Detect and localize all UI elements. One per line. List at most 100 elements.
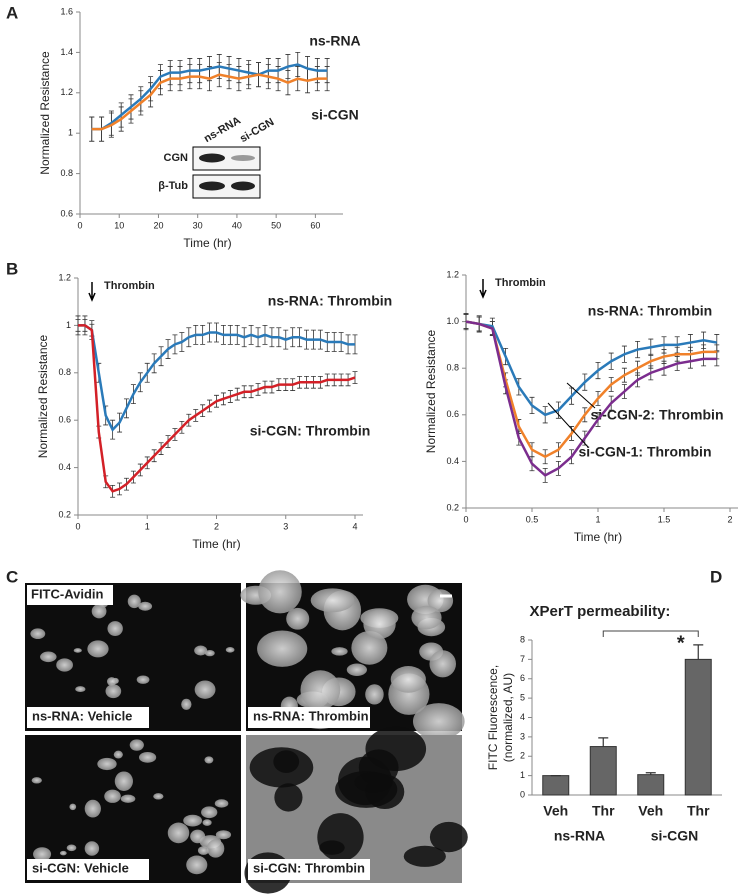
y-tick-label: 1.2 — [58, 272, 71, 282]
x-tick-label: 40 — [232, 220, 242, 230]
x-tick-label: Veh — [543, 803, 568, 819]
cell-signal — [167, 822, 190, 844]
significance-bracket — [602, 630, 699, 637]
cell-signal — [104, 789, 121, 803]
error-bar — [324, 66, 330, 92]
cell-signal — [84, 799, 101, 818]
label-box — [27, 707, 149, 728]
y-tick-label: 0.6 — [446, 409, 459, 419]
cell-signal — [138, 601, 153, 611]
micrograph-texture — [31, 739, 232, 875]
x-axis-title: Time (hr) — [192, 537, 240, 551]
x-tick-label: 0 — [75, 521, 80, 531]
label-box — [27, 859, 149, 880]
cell-signal — [310, 588, 355, 613]
x-tick-label: 1.5 — [658, 514, 671, 524]
cell-signal — [181, 698, 192, 710]
y-tick-label: 6 — [520, 673, 525, 683]
cell-signal — [186, 855, 208, 875]
y-tick-label: 0.8 — [58, 367, 71, 377]
cell-signal — [33, 847, 52, 862]
y-tick-label: 5 — [520, 693, 525, 703]
cell-signal — [249, 747, 314, 788]
cell-signal — [113, 750, 123, 759]
blot-box — [192, 146, 261, 171]
blot-band — [199, 153, 225, 163]
x-tick-label: 2 — [214, 521, 219, 531]
label-box — [248, 707, 370, 728]
series-label: si-CGN — [311, 107, 358, 123]
y-tick-label: 4 — [520, 712, 525, 722]
cell-signal — [194, 645, 208, 656]
cell-signal — [201, 806, 218, 819]
x-tick-label: 10 — [114, 220, 124, 230]
series-line — [465, 320, 717, 477]
cell-signal — [258, 570, 302, 614]
y-tick-label: 0 — [520, 789, 525, 799]
y-axis-title: Normalized Resistance — [36, 334, 50, 458]
y-tick-label: 1.2 — [60, 87, 73, 97]
y-tick-label: 1 — [520, 770, 525, 780]
cell-signal — [69, 803, 77, 811]
cell-signal — [66, 844, 77, 852]
y-tick-label: 1.2 — [446, 269, 459, 279]
cell-signal — [429, 821, 468, 853]
y-axis-title: Normalized Resistance — [38, 51, 52, 175]
cell-signal — [351, 631, 388, 665]
annotation-arrow — [479, 279, 487, 299]
y-axis-title: (normalized, AU) — [501, 673, 515, 762]
cell-signal — [75, 686, 86, 693]
x-tick-label: 2 — [727, 514, 732, 524]
bar — [684, 658, 712, 796]
error-bar — [693, 644, 704, 660]
cell-signal — [183, 814, 202, 827]
y-tick-label: 2 — [520, 751, 525, 761]
blot-band — [231, 181, 255, 191]
x-tick-label: Thr — [592, 803, 615, 819]
stain-label: FITC-Avidin — [31, 586, 104, 601]
cell-signal — [73, 648, 82, 653]
cell-signal — [190, 829, 206, 844]
cell-signal — [136, 675, 150, 684]
label-box — [248, 859, 370, 880]
cell-signal — [411, 605, 442, 630]
cell-signal — [257, 630, 308, 667]
cell-signal — [390, 666, 426, 693]
y-tick-label: 1 — [68, 128, 73, 138]
x-tick-label: 0 — [463, 514, 468, 524]
y-tick-label: 1.6 — [60, 6, 73, 16]
series-label: si-CGN-1: Thrombin — [579, 444, 712, 460]
cell-signal — [317, 813, 364, 862]
x-tick-label: 0.5 — [526, 514, 539, 524]
x-tick-label: 60 — [310, 220, 320, 230]
series-label: si-CGN: Thrombin — [250, 423, 371, 439]
pointer — [547, 402, 589, 448]
series-label: ns-RNA: Thrombin — [268, 293, 392, 309]
annotation: Thrombin — [104, 280, 155, 292]
annotation: Thrombin — [495, 277, 546, 289]
y-tick-label: 1.4 — [60, 47, 73, 57]
y-tick-label: 0.4 — [446, 456, 459, 466]
micrograph-texture — [240, 570, 465, 740]
panel-label: D — [710, 567, 722, 586]
micrograph-label: si-CGN: Vehicle — [32, 860, 129, 875]
y-axis-title: FITC Fluorescence, — [486, 665, 500, 770]
series-line — [78, 324, 356, 493]
series-line — [91, 63, 328, 131]
y-tick-label: 0.4 — [58, 462, 71, 472]
error-bar — [645, 772, 656, 775]
bar — [542, 775, 570, 796]
panel-label: B — [6, 259, 18, 278]
y-tick-label: 0.2 — [446, 502, 459, 512]
micrograph-label: si-CGN: Thrombin — [253, 860, 365, 875]
x-tick-label: Veh — [638, 803, 663, 819]
blot-row-label: β-Tub — [158, 180, 188, 192]
cell-signal — [225, 647, 235, 653]
cell-signal — [153, 793, 164, 800]
cell-signal — [129, 739, 144, 751]
x-tick-label: 20 — [153, 220, 163, 230]
cell-signal — [365, 774, 405, 810]
x-tick-label: 3 — [283, 521, 288, 531]
cell-signal — [286, 607, 310, 630]
